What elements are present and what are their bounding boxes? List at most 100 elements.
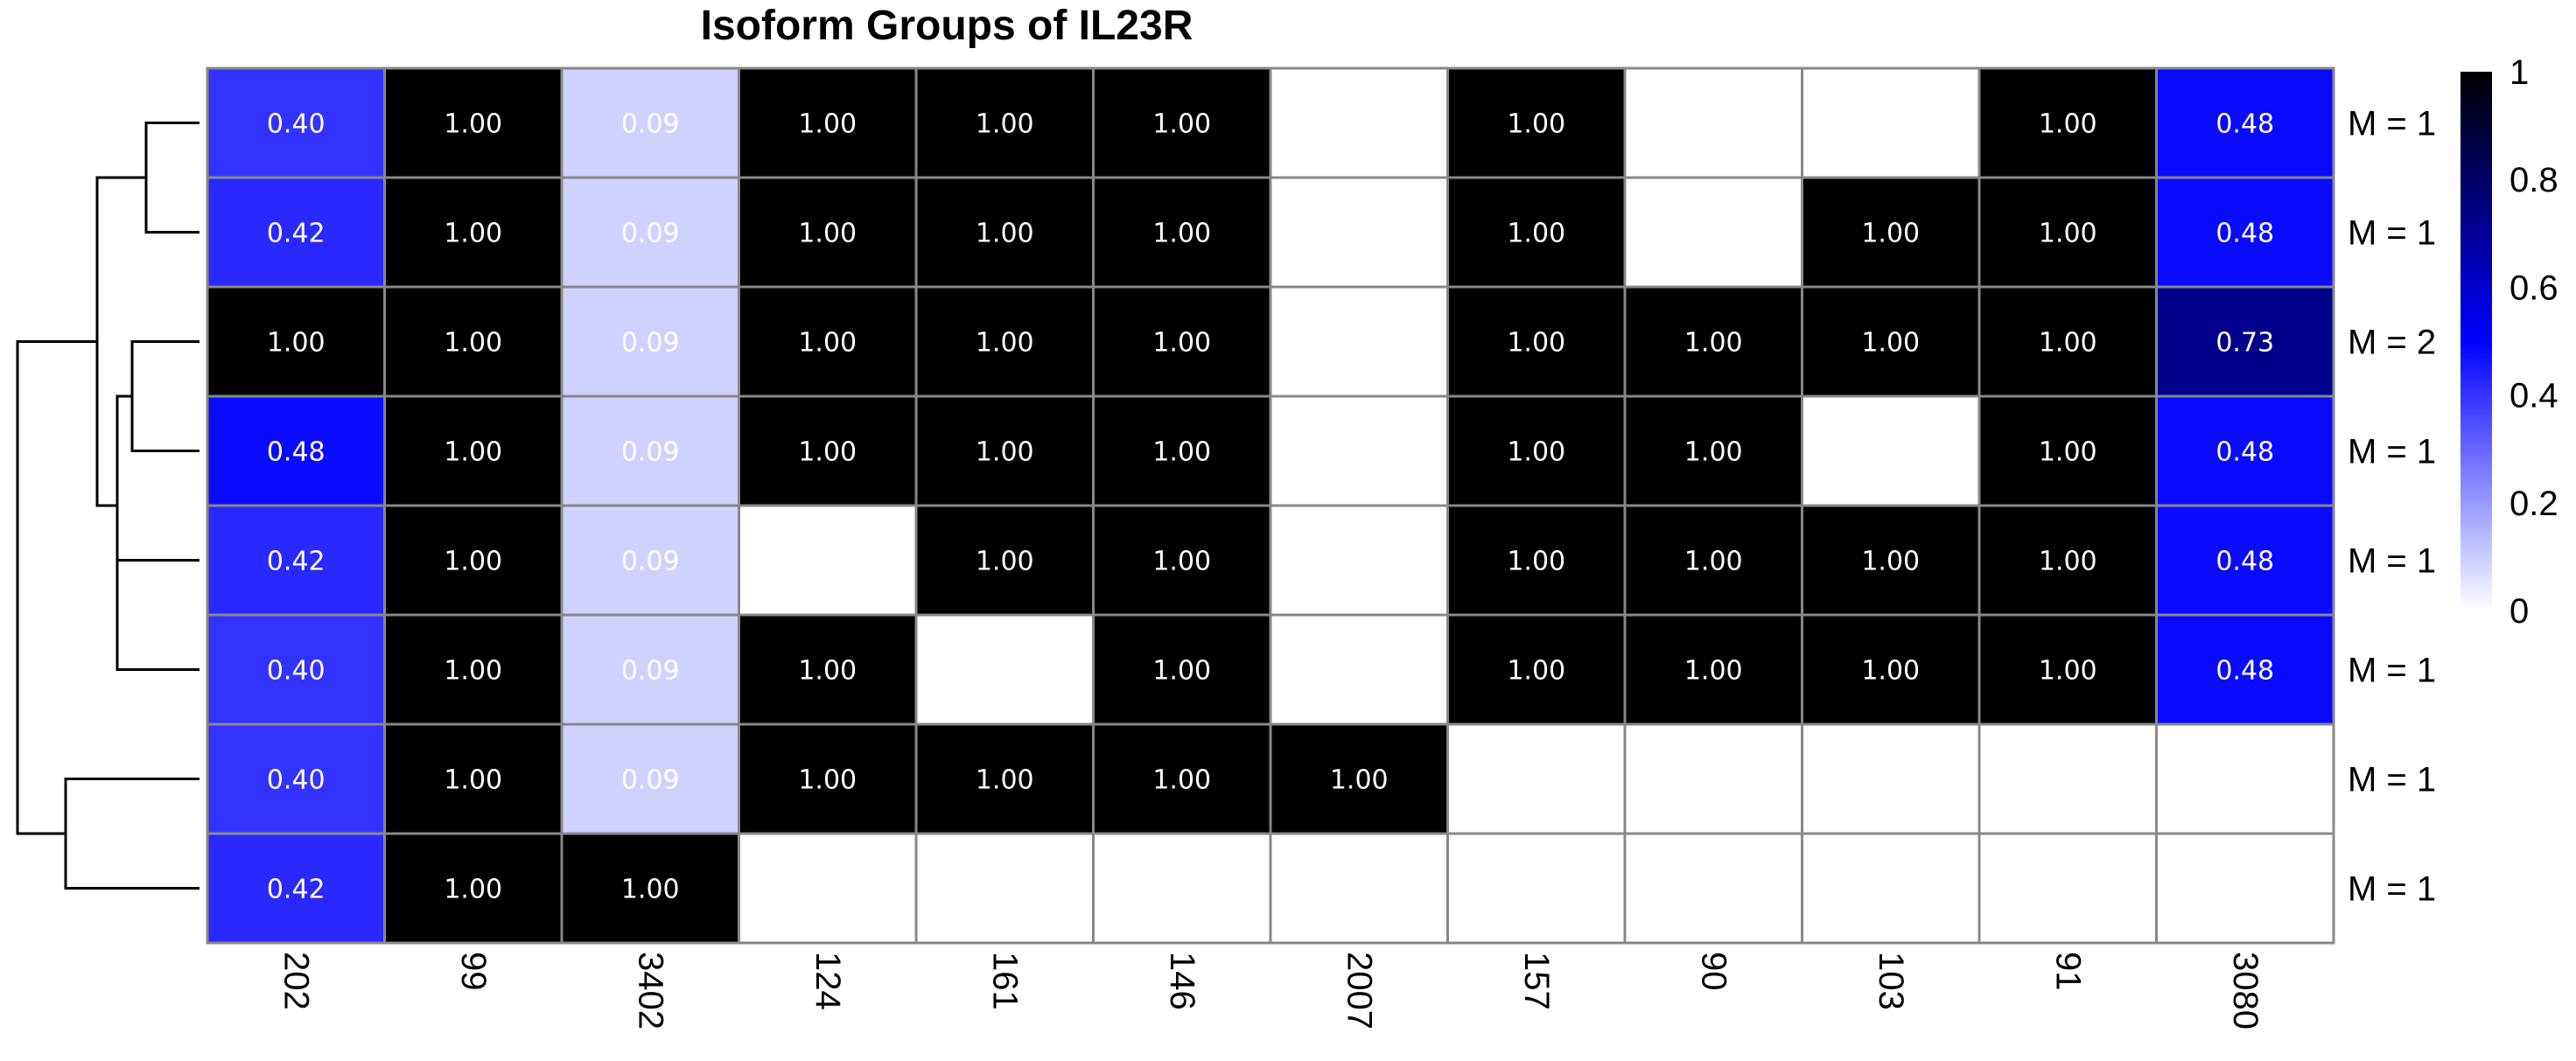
cell-value-label: 1.00 [1152, 765, 1211, 796]
heatmap-cell [1801, 832, 1981, 945]
cell-value-label: 1.00 [798, 656, 857, 687]
dendrogram-branch [116, 394, 132, 615]
heatmap-cell [1269, 285, 1449, 398]
row-label: M = 1 [2348, 652, 2436, 690]
cell-value-label: 1.00 [976, 437, 1034, 468]
cell-value-label: 1.00 [1861, 547, 1920, 577]
cell-value-label: 1.00 [976, 219, 1034, 249]
cell-value-label: 1.00 [976, 109, 1034, 140]
column-label: 157 [1517, 952, 1556, 1010]
dendrogram-branch [16, 340, 97, 835]
heatmap-cell [1978, 285, 2158, 398]
cell-value-label: 0.40 [267, 656, 326, 687]
heatmap-cell [914, 285, 1095, 398]
heatmap-border [206, 66, 2335, 945]
heatmap-cell [1092, 722, 1272, 835]
heatmap-cell [1623, 285, 1803, 398]
cell-value-label: 1.00 [1507, 328, 1565, 359]
cell-value-label: 1.00 [1507, 547, 1565, 577]
heatmap-cell [738, 504, 918, 617]
legend-tick-label: 0 [2510, 592, 2529, 631]
heatmap-cell [1623, 832, 1803, 945]
heatmap-cell [1092, 66, 1272, 179]
heatmap-cell [560, 722, 740, 835]
cell-value-label: 1.00 [1684, 547, 1743, 577]
heatmap-cell [206, 176, 386, 289]
dendrogram-branch [116, 559, 200, 671]
heatmap-cell [1269, 504, 1449, 617]
heatmap-cell [1269, 176, 1449, 289]
cell-value-label: 0.42 [267, 547, 326, 577]
cell-value-label: 0.09 [621, 437, 680, 468]
cell-value-label: 1.00 [798, 328, 857, 359]
heatmap-cell [383, 394, 564, 507]
cell-value-label: 1.00 [1507, 109, 1565, 140]
cell-value-label: 0.42 [267, 219, 326, 249]
heatmap-cell [1801, 394, 1981, 507]
cell-value-label: 1.00 [444, 219, 502, 249]
cell-value-label: 0.48 [267, 437, 326, 468]
column-label: 90 [1694, 952, 1732, 991]
heatmap-cell [1623, 722, 1803, 835]
heatmap-cell [560, 613, 740, 726]
cell-value-label: 1.00 [1152, 437, 1211, 468]
cell-value-label: 1.00 [798, 219, 857, 249]
column-label: 3080 [2226, 952, 2264, 1030]
heatmap-cell [1801, 285, 1981, 398]
heatmap-cell [1092, 613, 1272, 726]
cell-value-label: 0.48 [2216, 437, 2274, 468]
heatmap-cell [383, 613, 564, 726]
column-label: 124 [808, 952, 847, 1010]
cell-value-label: 1.00 [1152, 656, 1211, 687]
cell-value-label: 1.00 [1152, 328, 1211, 359]
heatmap-cell [1978, 613, 2158, 726]
color-legend: 0 0.2 0.4 0.6 0.8 1 [2460, 53, 2558, 631]
heatmap-cell [2155, 613, 2335, 726]
heatmap-cell [1623, 66, 1803, 179]
heatmap-cell [1092, 176, 1272, 289]
heatmap-cell [914, 832, 1095, 945]
heatmap-cell [206, 394, 386, 507]
legend-tick-label: 1 [2510, 53, 2529, 92]
cell-value-label: 0.42 [267, 875, 326, 905]
legend-tick-label: 0.2 [2510, 485, 2558, 523]
chart-title: Isoform Groups of IL23R [701, 3, 1194, 49]
dendrogram-branch [144, 122, 200, 234]
cell-value-label: 1.00 [798, 109, 857, 140]
cell-value-label: 0.48 [2216, 219, 2274, 249]
heatmap-cell [206, 613, 386, 726]
cell-value-label: 1.00 [976, 547, 1034, 577]
cell-value-label: 1.00 [2039, 437, 2097, 468]
legend-tick-label: 0.4 [2510, 377, 2558, 415]
cell-value-label: 1.00 [444, 656, 502, 687]
heatmap-cell [1269, 613, 1449, 726]
cell-value-label: 0.48 [2216, 109, 2274, 140]
cell-value-label: 0.48 [2216, 547, 2274, 577]
heatmap-cell [1269, 66, 1449, 179]
heatmap-cell [1269, 394, 1449, 507]
column-label: 103 [1872, 952, 1910, 1010]
cell-value-label: 1.00 [976, 765, 1034, 796]
cell-value-label: 1.00 [2039, 328, 2097, 359]
heatmap-cell [1978, 832, 2158, 945]
heatmap-cell [1801, 722, 1981, 835]
column-label: 99 [454, 952, 493, 991]
heatmap-cell [914, 613, 1095, 726]
heatmap-cell [1092, 394, 1272, 507]
heatmap-cell [2155, 722, 2335, 835]
heatmap-cell [1801, 66, 1981, 179]
legend-tick-label: 0.6 [2510, 269, 2558, 307]
heatmap-cell [1269, 832, 1449, 945]
cell-value-label: 0.09 [621, 219, 680, 249]
cell-value-label: 1.00 [1684, 656, 1743, 687]
cell-value-label: 0.40 [267, 765, 326, 796]
row-dendrogram [16, 122, 200, 890]
cell-value-label: 1.00 [2039, 656, 2097, 687]
row-label: M = 1 [2348, 542, 2436, 581]
cell-value-label: 1.00 [1330, 765, 1389, 796]
cell-value-label: 0.09 [621, 656, 680, 687]
row-label: M = 1 [2348, 870, 2436, 909]
heatmap-cell [383, 832, 564, 945]
heatmap-cell [206, 832, 386, 945]
cell-value-label: 1.00 [976, 328, 1034, 359]
